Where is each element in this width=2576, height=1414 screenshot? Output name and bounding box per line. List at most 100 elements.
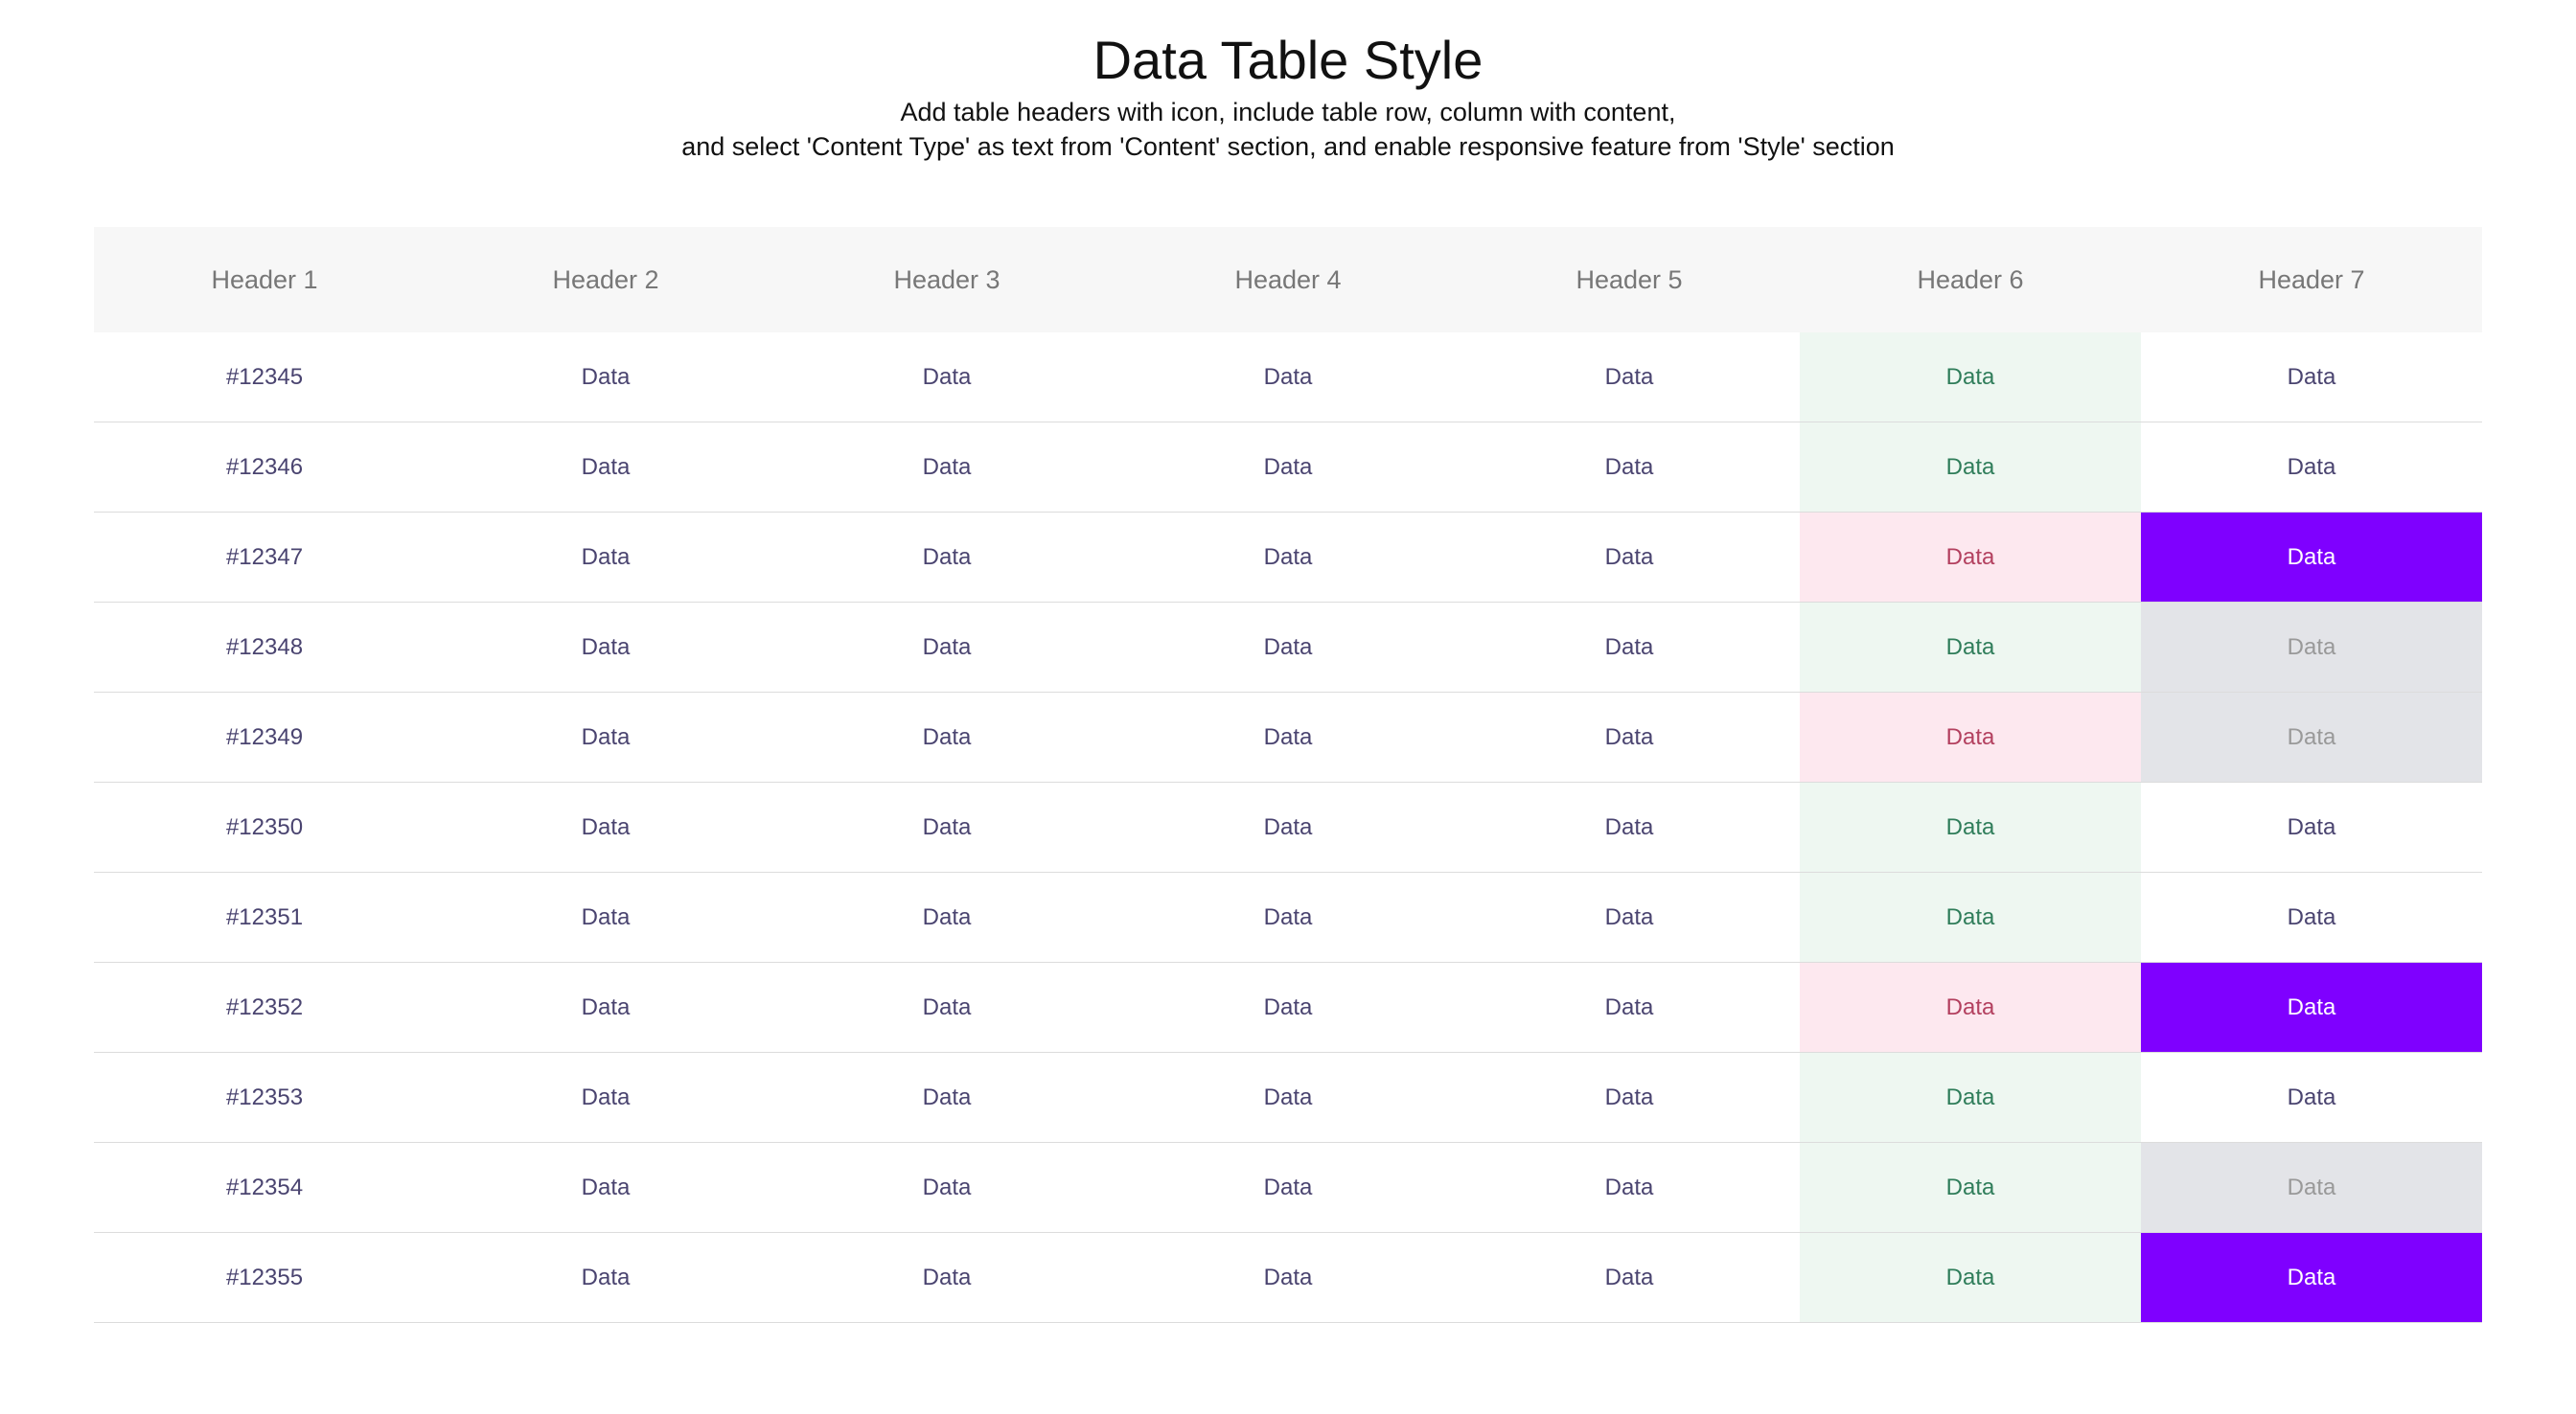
table-cell: Data	[435, 1052, 776, 1143]
table-cell: Data	[1117, 782, 1459, 873]
table-header-row: Header 1 Header 2 Header 3 Header 4 Header 5…	[94, 227, 2482, 332]
row-id-cell: #12351	[94, 872, 435, 963]
column-header-6[interactable]: Header 6	[1800, 227, 2141, 332]
table-row: #12348 Data Data Data Data Data Data	[94, 602, 2482, 693]
table-row: #12353 Data Data Data Data Data Data	[94, 1052, 2482, 1143]
table-cell: Data	[2141, 872, 2482, 963]
table-cell: Data	[1459, 602, 1800, 693]
table-cell: Data	[2141, 1142, 2482, 1233]
table-cell: Data	[1117, 962, 1459, 1053]
table-cell: Data	[1459, 962, 1800, 1053]
column-header-4[interactable]: Header 4	[1117, 227, 1459, 332]
table-cell: Data	[776, 872, 1117, 963]
table-row: #12354 Data Data Data Data Data Data	[94, 1142, 2482, 1233]
page-subtitle: Add table headers with icon, include tab…	[900, 98, 1676, 126]
column-header-1[interactable]: Header 1	[94, 227, 435, 332]
data-table: Header 1 Header 2 Header 3 Header 4 Header 5…	[94, 227, 2482, 1323]
table-cell: Data	[1117, 1142, 1459, 1233]
table-cell: Data	[1459, 1232, 1800, 1323]
table-cell: Data	[776, 1052, 1117, 1143]
table-cell: Data	[1800, 1232, 2141, 1323]
table-cell: Data	[2141, 692, 2482, 783]
row-id-cell: #12348	[94, 602, 435, 693]
column-header-5[interactable]: Header 5	[1459, 227, 1800, 332]
table-cell: Data	[435, 1232, 776, 1323]
table-cell: Data	[2141, 422, 2482, 513]
table-body: #12345 Data Data Data Data Data Data #12346 Data…	[94, 332, 2482, 1323]
table-cell: Data	[1459, 332, 1800, 422]
table-cell: Data	[2141, 782, 2482, 873]
table-cell: Data	[1800, 332, 2141, 422]
table-cell: Data	[1117, 1052, 1459, 1143]
table-cell: Data	[2141, 1052, 2482, 1143]
table-cell: Data	[435, 962, 776, 1053]
table-cell: Data	[2141, 962, 2482, 1053]
table-cell: Data	[1117, 1232, 1459, 1323]
table-cell: Data	[435, 332, 776, 422]
row-id-cell: #12350	[94, 782, 435, 873]
table-cell: Data	[1800, 692, 2141, 783]
table-row: #12351 Data Data Data Data Data Data	[94, 872, 2482, 963]
table-cell: Data	[1459, 782, 1800, 873]
table-row: #12345 Data Data Data Data Data Data	[94, 332, 2482, 422]
column-header-7[interactable]: Header 7	[2141, 227, 2482, 332]
table-cell: Data	[1800, 782, 2141, 873]
table-cell: Data	[776, 422, 1117, 513]
column-header-3[interactable]: Header 3	[776, 227, 1117, 332]
table-cell: Data	[2141, 512, 2482, 603]
table-cell: Data	[2141, 602, 2482, 693]
table-cell: Data	[776, 782, 1117, 873]
table-cell: Data	[776, 1232, 1117, 1323]
table-cell: Data	[1800, 1052, 2141, 1143]
table-cell: Data	[1459, 422, 1800, 513]
table-cell: Data	[1800, 602, 2141, 693]
table-cell: Data	[435, 602, 776, 693]
table-cell: Data	[1459, 1052, 1800, 1143]
table-row: #12347 Data Data Data Data Data Data	[94, 512, 2482, 603]
row-id-cell: #12346	[94, 422, 435, 513]
table-cell: Data	[435, 692, 776, 783]
table-cell: Data	[776, 602, 1117, 693]
table-cell: Data	[1459, 872, 1800, 963]
table-cell: Data	[776, 962, 1117, 1053]
table-row: #12350 Data Data Data Data Data Data	[94, 782, 2482, 873]
table-cell: Data	[776, 692, 1117, 783]
table-cell: Data	[1800, 1142, 2141, 1233]
page-subtitle-line-2: and select 'Content Type' as text from '…	[681, 132, 1895, 161]
row-id-cell: #12345	[94, 332, 435, 422]
table-cell: Data	[435, 422, 776, 513]
table-cell: Data	[776, 512, 1117, 603]
table-row: #12349 Data Data Data Data Data Data	[94, 692, 2482, 783]
page-title: Data Table Style	[1092, 30, 1484, 90]
row-id-cell: #12355	[94, 1232, 435, 1323]
row-id-cell: #12349	[94, 692, 435, 783]
row-id-cell: #12347	[94, 512, 435, 603]
table-row: #12352 Data Data Data Data Data Data	[94, 962, 2482, 1053]
table-cell: Data	[1117, 512, 1459, 603]
table-row: #12346 Data Data Data Data Data Data	[94, 422, 2482, 513]
table-cell: Data	[435, 512, 776, 603]
table-cell: Data	[1800, 512, 2141, 603]
table-cell: Data	[1117, 692, 1459, 783]
table-row: #12355 Data Data Data Data Data Data	[94, 1232, 2482, 1323]
column-header-2[interactable]: Header 2	[435, 227, 776, 332]
table-cell: Data	[1117, 422, 1459, 513]
table-cell: Data	[1117, 332, 1459, 422]
table-cell: Data	[435, 1142, 776, 1233]
table-cell: Data	[2141, 332, 2482, 422]
table-cell: Data	[2141, 1232, 2482, 1323]
table-cell: Data	[1800, 872, 2141, 963]
table-cell: Data	[1117, 872, 1459, 963]
table-cell: Data	[1800, 422, 2141, 513]
table-cell: Data	[435, 872, 776, 963]
table-cell: Data	[1459, 692, 1800, 783]
table-cell: Data	[776, 1142, 1117, 1233]
table-cell: Data	[435, 782, 776, 873]
table-cell: Data	[1459, 1142, 1800, 1233]
table-cell: Data	[1117, 602, 1459, 693]
row-id-cell: #12352	[94, 962, 435, 1053]
table-cell: Data	[776, 332, 1117, 422]
row-id-cell: #12354	[94, 1142, 435, 1233]
table-cell: Data	[1800, 962, 2141, 1053]
row-id-cell: #12353	[94, 1052, 435, 1143]
